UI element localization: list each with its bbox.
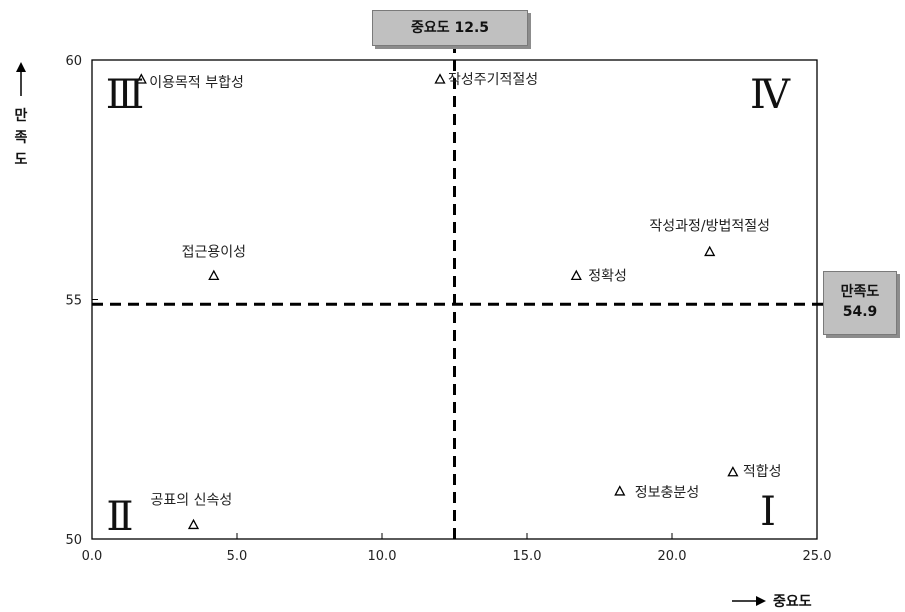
data-point-marker [135,73,147,84]
data-point-marker [434,73,446,84]
y-tick-label: 60 [65,54,82,69]
axis-ticks: 0.0 5.0 10.0 15.0 20.0 25.0 50 55 60 [65,54,831,564]
data-point-label: 공표의 신속성 [151,493,233,509]
satisfaction-threshold-title: 만족도 [840,284,880,300]
data-point-label: 적합성 [743,464,782,480]
x-tick-label: 10.0 [368,549,397,564]
quadrant-label-2: Ⅱ [106,494,133,540]
data-point-marker [704,245,716,257]
data-point-marker [570,269,582,281]
data-point-marker [614,485,626,496]
x-tick-label: 0.0 [82,549,103,564]
data-point-marker [208,269,220,281]
quadrant-label-4: Ⅳ [750,72,791,118]
x-tick-label: 25.0 [803,549,832,564]
quadrant-label-1: Ⅰ [760,489,776,535]
data-point-label: 작성주기적절성 [448,72,538,88]
x-tick-label: 20.0 [658,549,687,564]
up-arrow-icon [16,62,26,96]
x-tick-label: 15.0 [513,549,542,564]
x-axis-title: 중요도 [773,594,812,610]
data-point-label: 접근용이성 [182,245,246,261]
right-arrow-icon [732,596,766,606]
data-point-label: 정확성 [588,269,627,285]
quadrant-label-3: Ⅲ [106,72,145,118]
importance-threshold-box: 중요도 12.5 [372,10,528,46]
data-point-marker [187,518,200,530]
data-point-marker [727,466,739,477]
data-point-label: 정보충분성 [635,485,699,501]
satisfaction-threshold-box: 만족도 54.9 [823,271,897,335]
satisfaction-threshold-value: 54.9 [842,304,878,320]
data-point-label: 이용목적 부합성 [149,75,244,91]
data-point-label: 작성과정/방법적절성 [649,219,770,235]
y-tick-label: 50 [65,533,82,548]
x-tick-label: 5.0 [227,549,248,564]
importance-threshold-label: 중요도 12.5 [410,20,490,36]
y-tick-label: 55 [65,294,82,309]
